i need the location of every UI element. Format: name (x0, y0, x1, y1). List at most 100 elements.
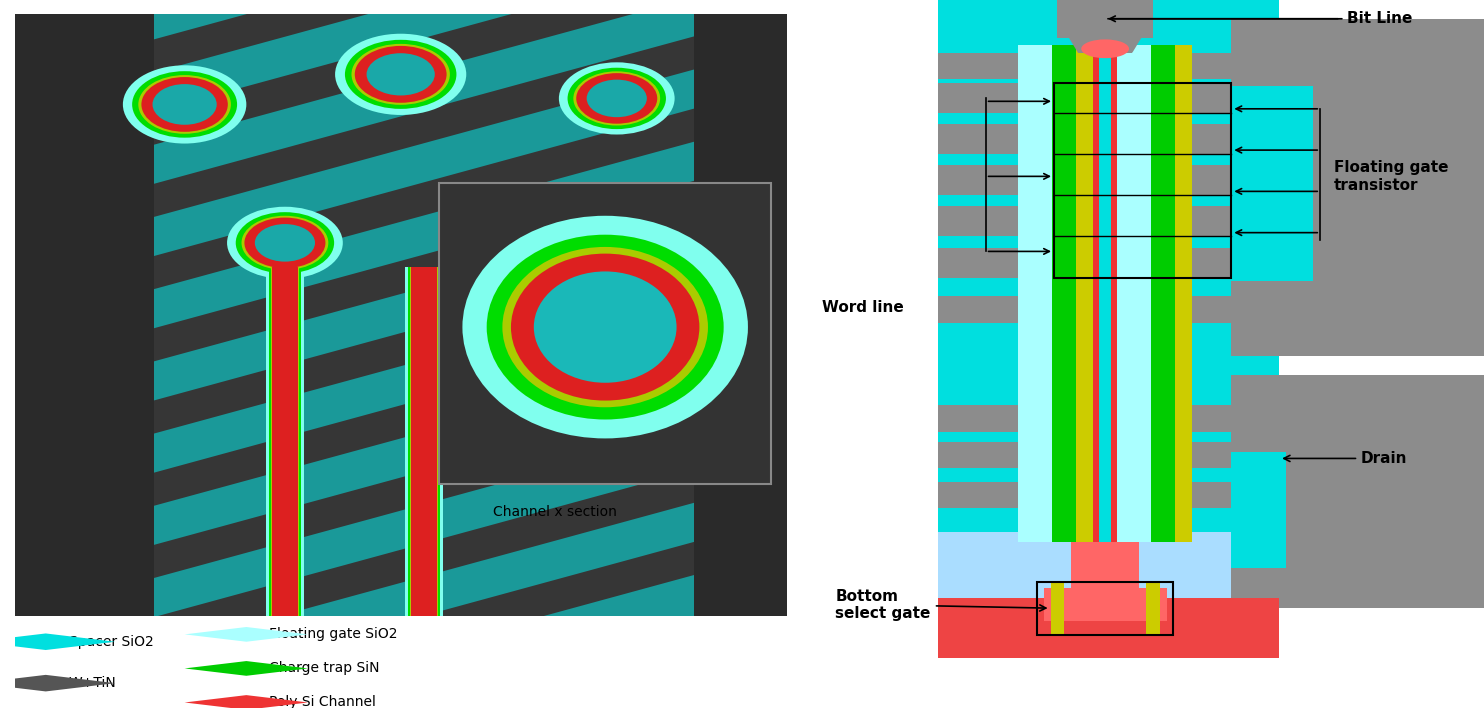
Ellipse shape (367, 53, 435, 96)
Bar (938, 442, 1061, 469)
Ellipse shape (576, 73, 657, 124)
Bar (938, 481, 1061, 508)
Circle shape (503, 247, 708, 407)
Ellipse shape (132, 72, 237, 137)
Bar (1177, 52, 1232, 79)
Bar (1177, 442, 1232, 469)
Bar (1094, 45, 1117, 375)
Bar (1037, 581, 1174, 635)
Text: Drain: Drain (1284, 451, 1408, 466)
Bar (938, 598, 1279, 658)
Polygon shape (0, 634, 116, 650)
Bar (1076, 45, 1094, 375)
Text: Charge trap SiN: Charge trap SiN (270, 661, 380, 675)
Circle shape (463, 216, 748, 438)
Bar (1054, 83, 1232, 278)
Bar (1117, 45, 1152, 375)
Bar (1177, 83, 1232, 113)
Bar (408, 267, 441, 616)
Bar (1232, 375, 1484, 608)
Ellipse shape (473, 198, 559, 252)
Ellipse shape (255, 224, 315, 262)
Bar (1043, 588, 1166, 622)
Polygon shape (15, 84, 787, 327)
Text: Floating gate SiO2: Floating gate SiO2 (270, 627, 398, 641)
Bar (1077, 23, 1132, 52)
Ellipse shape (454, 185, 579, 264)
Ellipse shape (335, 34, 466, 115)
Polygon shape (184, 695, 309, 708)
Bar (1177, 405, 1232, 432)
Ellipse shape (484, 205, 549, 245)
Ellipse shape (236, 212, 334, 273)
Bar (938, 248, 1061, 278)
Text: Channel x section: Channel x section (493, 505, 617, 519)
Bar (410, 267, 438, 616)
Ellipse shape (123, 65, 246, 144)
Bar (1100, 375, 1112, 542)
Bar (938, 124, 1061, 154)
Ellipse shape (141, 77, 229, 132)
Ellipse shape (567, 68, 666, 129)
Text: Bit Line: Bit Line (1109, 11, 1413, 26)
Bar (269, 267, 301, 616)
Bar (1175, 375, 1192, 542)
Bar (938, 165, 1061, 195)
Text: Word line: Word line (822, 300, 904, 315)
Ellipse shape (242, 216, 328, 270)
Ellipse shape (559, 62, 675, 135)
Ellipse shape (352, 44, 450, 105)
Polygon shape (15, 0, 787, 183)
Polygon shape (15, 517, 787, 708)
Bar (272, 267, 298, 616)
Ellipse shape (344, 40, 457, 109)
Polygon shape (15, 300, 787, 544)
Polygon shape (15, 0, 787, 38)
Ellipse shape (586, 79, 647, 118)
Text: Spacer SiO2: Spacer SiO2 (68, 635, 154, 649)
Bar (938, 83, 1061, 113)
Bar (1177, 165, 1232, 195)
Text: Bottom
select gate: Bottom select gate (835, 588, 1046, 621)
Bar (938, 52, 1061, 79)
Bar (938, 297, 1061, 323)
Bar (1175, 45, 1192, 375)
Bar (1100, 45, 1112, 375)
Ellipse shape (355, 46, 447, 103)
Bar (439, 183, 772, 484)
Bar (405, 267, 444, 616)
Bar (1177, 297, 1232, 323)
Bar (938, 375, 1279, 658)
Bar (1232, 452, 1287, 569)
Polygon shape (184, 627, 309, 641)
Circle shape (534, 271, 677, 383)
Bar (938, 0, 1279, 375)
Polygon shape (15, 372, 787, 616)
Bar (938, 532, 1232, 625)
Ellipse shape (573, 72, 660, 125)
Bar (1094, 375, 1117, 542)
Bar (411, 267, 436, 616)
Polygon shape (15, 156, 787, 399)
Bar (1232, 86, 1313, 281)
Bar (1018, 375, 1052, 542)
Bar (1052, 375, 1076, 542)
Bar (1177, 207, 1232, 236)
Polygon shape (695, 14, 787, 616)
Bar (1057, 0, 1153, 38)
Bar (1152, 375, 1175, 542)
Polygon shape (15, 14, 154, 616)
Bar (938, 207, 1061, 236)
Text: W+TiN: W+TiN (68, 676, 117, 690)
Bar (1177, 481, 1232, 508)
Ellipse shape (464, 192, 568, 258)
Ellipse shape (153, 84, 217, 125)
Bar (1152, 45, 1175, 375)
Bar (1071, 528, 1140, 602)
Bar (938, 405, 1061, 432)
Bar (266, 267, 304, 616)
Bar (1052, 45, 1076, 375)
Text: Floating gate
transistor: Floating gate transistor (1334, 160, 1448, 193)
Bar (1051, 581, 1064, 635)
Polygon shape (15, 0, 787, 110)
